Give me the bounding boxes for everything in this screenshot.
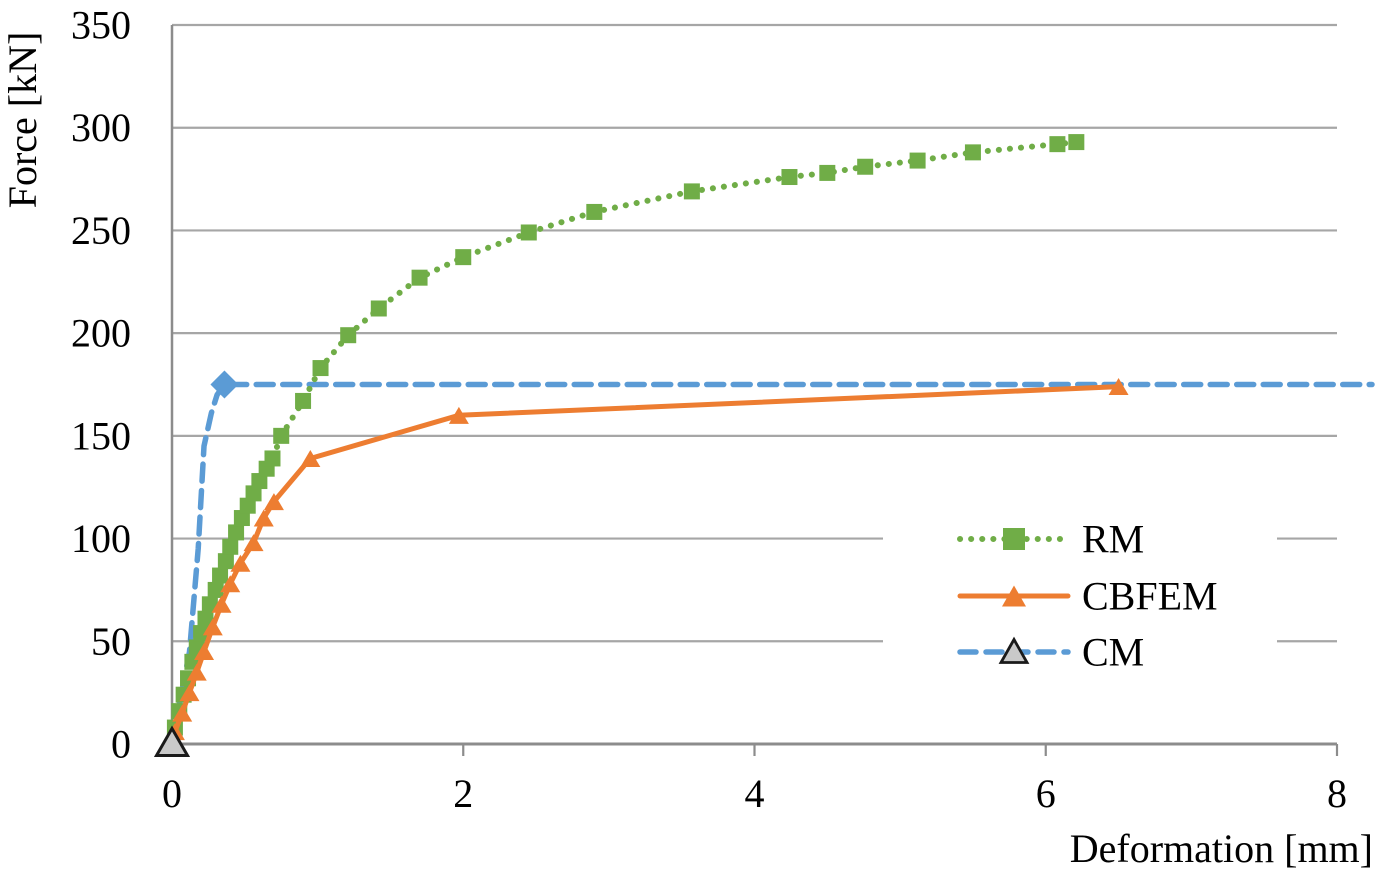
- gridlines: [172, 23, 1337, 643]
- chart-element: [233, 510, 250, 527]
- chart-element: [520, 224, 537, 241]
- chart-element: [264, 450, 281, 467]
- chart-element: [220, 575, 241, 593]
- cm-key-markers: [153, 370, 239, 757]
- chart-element: [683, 183, 700, 200]
- chart-element: [448, 406, 469, 424]
- x-axis-title: Deformation [mm]: [1070, 826, 1373, 871]
- chart-element: [245, 485, 262, 502]
- chart-element: [1002, 585, 1026, 607]
- chart-element: [210, 370, 239, 399]
- chart-element: [193, 625, 210, 642]
- chart-element: [230, 554, 251, 572]
- chart-element: [179, 684, 200, 702]
- chart-element: [212, 567, 229, 584]
- chart-element: [217, 553, 234, 570]
- legend-background: [883, 503, 1277, 687]
- x-tick-label: 4: [745, 771, 765, 816]
- chart-element: [222, 538, 239, 555]
- chart-element: [172, 704, 193, 722]
- chart-element: [340, 327, 357, 344]
- chart-element: [243, 534, 264, 552]
- y-tick-label: 350: [71, 3, 131, 48]
- chart-element: [1003, 528, 1025, 550]
- y-tick-label: 300: [71, 105, 131, 150]
- chart-element: [586, 203, 603, 220]
- tick-labels: 0 50 100 150 200 250 300 350 0 2 4 6 8: [71, 3, 1347, 817]
- legend-label: CBFEM: [1082, 574, 1218, 619]
- chart-element: [228, 524, 245, 541]
- chart-element: [153, 725, 191, 757]
- chart-element: [857, 158, 874, 175]
- chart-element: [1068, 134, 1085, 151]
- y-tick-label: 150: [71, 413, 131, 458]
- chart-element: [819, 164, 836, 181]
- y-tick-label: 50: [91, 619, 131, 664]
- chart-element: [781, 169, 798, 186]
- y-tick-label: 100: [71, 516, 131, 561]
- chart-element: [909, 152, 926, 169]
- x-tick-label: 0: [162, 771, 182, 816]
- y-tick-label: 200: [71, 311, 131, 356]
- chart-element: [263, 493, 284, 511]
- chart-element: [411, 269, 428, 286]
- chart-element: [201, 596, 218, 613]
- chart-element: [964, 144, 981, 161]
- legend-item-rm: RM: [957, 517, 1144, 562]
- legend: RM CBFEM CM: [883, 503, 1277, 687]
- chart-element: [300, 449, 321, 467]
- legend-item-cm: CM: [957, 630, 1144, 675]
- chart-element: [295, 392, 312, 409]
- y-tick-label: 250: [71, 208, 131, 253]
- chart-element: [1049, 136, 1066, 153]
- chart-element: [194, 643, 215, 661]
- series-CBFEM: [164, 378, 1129, 741]
- legend-item-cbfem: CBFEM: [957, 574, 1218, 619]
- chart-element: [455, 249, 472, 266]
- chart-element: [312, 360, 329, 377]
- series-RM: [166, 134, 1085, 736]
- x-tick-label: 2: [453, 771, 473, 816]
- chart-element: [253, 509, 274, 527]
- chart-element: [211, 595, 232, 613]
- chart-element: [239, 497, 256, 514]
- chart-element: [1108, 378, 1129, 396]
- chart-element: [273, 427, 290, 444]
- y-axis-title: Force [kN]: [0, 32, 45, 209]
- y-tick-label: 0: [111, 722, 131, 767]
- chart-element: [998, 636, 1030, 664]
- chart-element: [251, 473, 268, 490]
- chart-element: [197, 610, 214, 627]
- axes: [170, 25, 1339, 756]
- x-tick-label: 8: [1327, 771, 1347, 816]
- legend-label: CM: [1082, 630, 1144, 675]
- legend-label: RM: [1082, 517, 1144, 562]
- chart-element: [207, 581, 224, 598]
- chart-element: [370, 300, 387, 317]
- plot-area: 0 50 100 150 200 250 300 350 0 2 4 6 8 RM CBFEM CM: [71, 3, 1375, 817]
- chart-element: [186, 663, 207, 681]
- x-tick-label: 6: [1036, 771, 1056, 816]
- chart-element: [202, 618, 223, 636]
